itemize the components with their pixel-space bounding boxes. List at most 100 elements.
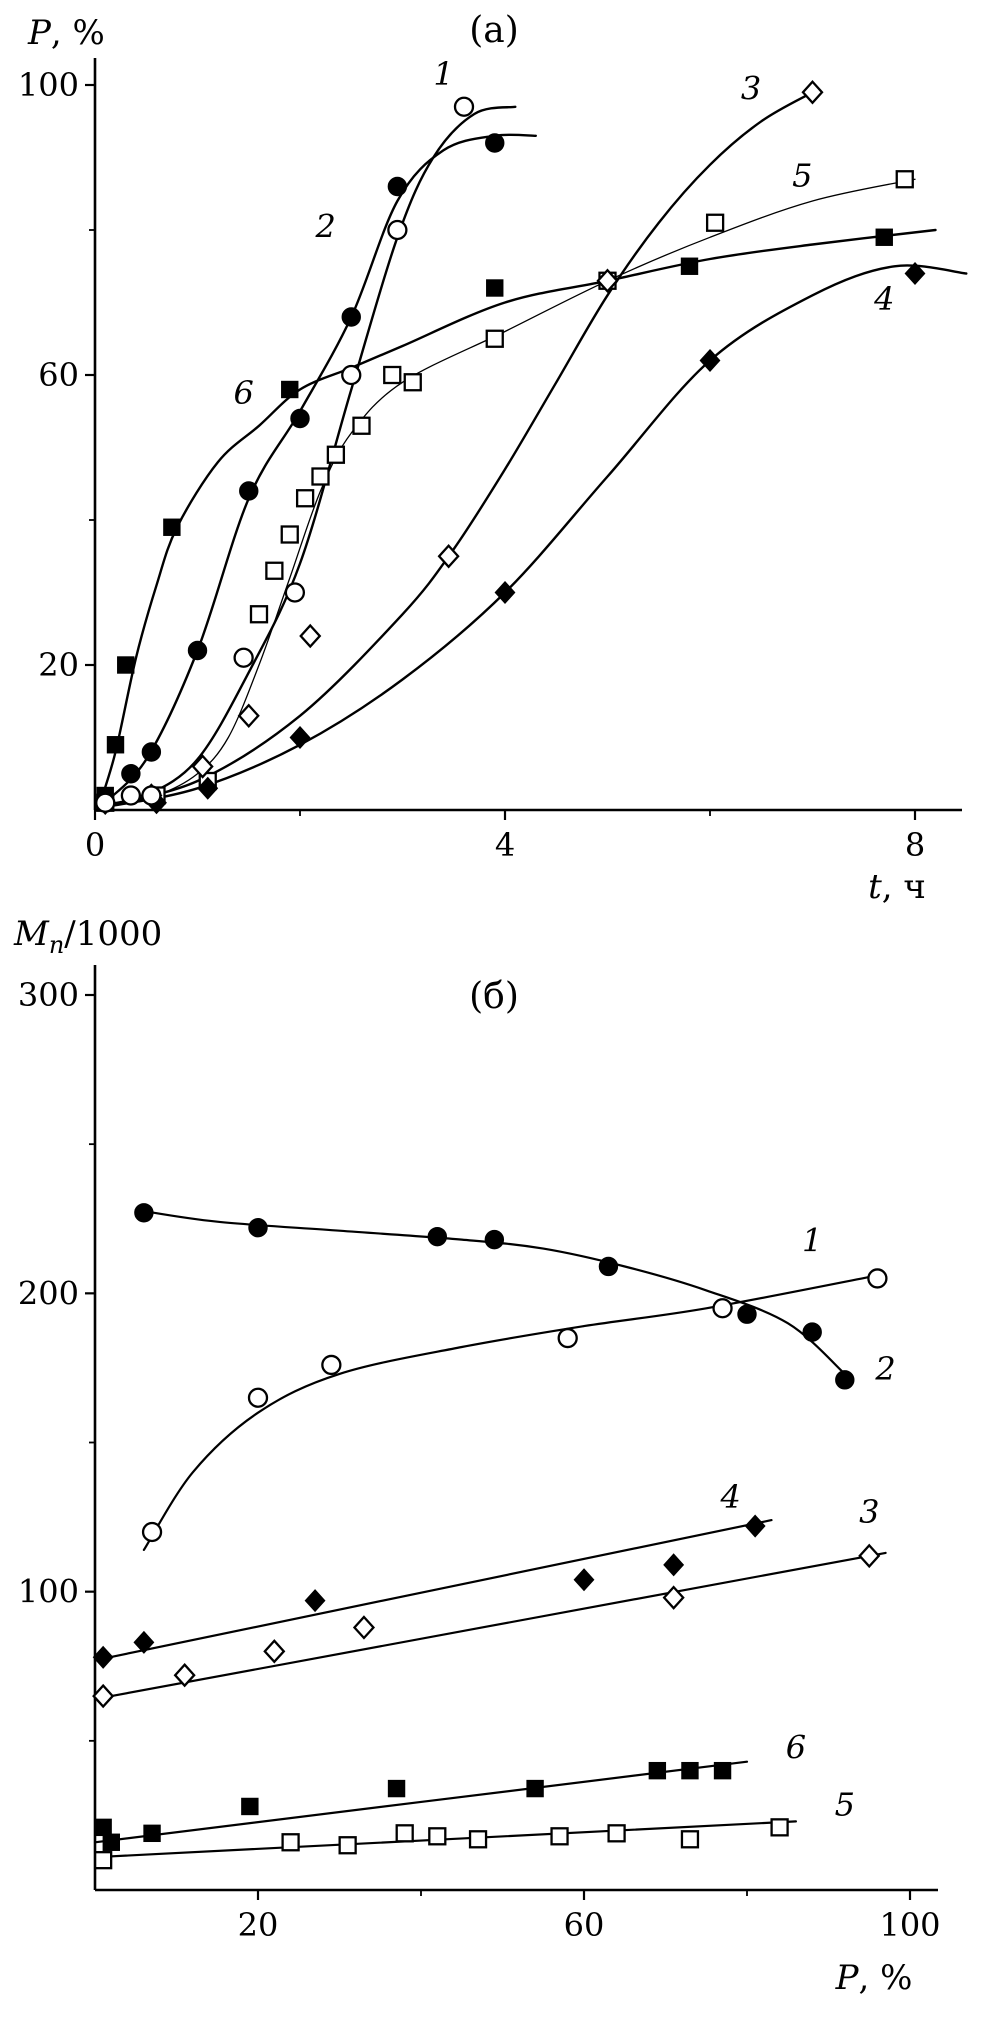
square-filled-marker — [648, 1761, 667, 1780]
series-1-label: 1 — [802, 1222, 822, 1260]
diamond-filled-marker — [699, 348, 721, 373]
y-tick-label: 200 — [18, 1274, 79, 1312]
series-2-curve — [98, 133, 537, 808]
y-tick-label: 300 — [18, 976, 79, 1014]
circle-filled-marker — [121, 764, 141, 784]
series-6-label: 6 — [233, 374, 253, 412]
circle-filled-marker — [835, 1370, 855, 1390]
series-2-label: 2 — [314, 207, 335, 245]
series-6-markers — [94, 1761, 732, 1851]
chart-b: 20 60 100 100 200 300 Mn/1000 P, % 1 2 3 4 56 — [13, 914, 941, 1998]
diamond-filled-marker — [133, 1630, 155, 1654]
x-tick-label: 0 — [85, 826, 105, 864]
x-tick-label: 20 — [238, 1906, 279, 1944]
diamond-filled-marker — [197, 776, 219, 800]
diamond-filled-marker — [663, 1553, 685, 1577]
square-open-marker — [607, 1824, 626, 1843]
circle-filled-marker — [134, 1203, 154, 1223]
square-open-marker — [295, 489, 315, 508]
series-4-markers — [92, 1514, 766, 1669]
circle-filled-marker — [802, 1322, 822, 1342]
diamond-open-marker — [263, 1639, 286, 1664]
chart-a: 0 4 8 20 60 100 P, % t, ч 1 2 3 4 5 6 — [18, 13, 968, 905]
x-tick-label: 60 — [564, 1906, 605, 1944]
square-open-marker — [94, 1851, 113, 1870]
series-3-label: 3 — [859, 1493, 879, 1531]
series-3-curve — [93, 1551, 887, 1701]
square-filled-marker — [281, 380, 299, 399]
circle-filled-marker — [248, 1218, 268, 1238]
circle-open-marker — [120, 785, 142, 806]
square-filled-marker — [387, 1779, 406, 1798]
square-open-marker — [395, 1824, 414, 1843]
diamond-open-marker — [437, 544, 460, 569]
series-3-markers — [92, 1543, 881, 1709]
series-3-markers — [94, 80, 824, 815]
series-1-markers — [141, 1268, 888, 1543]
square-filled-marker — [486, 279, 504, 297]
square-open-marker — [895, 170, 914, 189]
circle-filled-marker — [341, 307, 361, 327]
square-open-marker — [468, 1830, 488, 1849]
square-open-marker — [428, 1827, 447, 1846]
series-2-markers — [95, 133, 505, 813]
square-filled-marker — [713, 1761, 732, 1780]
square-open-marker — [265, 561, 284, 580]
series-2-label: 2 — [874, 1350, 895, 1388]
square-open-marker — [485, 329, 504, 348]
circle-open-marker — [453, 96, 475, 117]
circle-open-marker — [141, 1521, 163, 1543]
series-4-markers — [94, 261, 926, 815]
series-5-label: 5 — [792, 157, 812, 195]
y-tick-label: 100 — [18, 66, 79, 104]
circle-filled-marker — [485, 133, 505, 153]
square-filled-marker — [102, 1833, 121, 1851]
square-open-marker — [249, 605, 269, 624]
x-tick-label: 8 — [905, 826, 925, 864]
circle-open-marker — [284, 582, 306, 603]
y-axis-title: Mn/1000 — [13, 914, 162, 959]
y-tick-label: 100 — [18, 1573, 79, 1611]
diamond-filled-marker — [744, 1514, 766, 1538]
circle-filled-marker — [290, 408, 310, 429]
square-open-marker — [352, 416, 371, 435]
series-3-label: 3 — [741, 70, 761, 108]
x-axis-title: t, ч — [868, 867, 926, 905]
diamond-open-marker — [191, 754, 214, 779]
circle-open-marker — [557, 1327, 578, 1349]
diamond-open-marker — [801, 80, 824, 105]
square-open-marker — [705, 213, 725, 232]
diamond-filled-marker — [304, 1589, 326, 1613]
series-5-markers — [94, 1818, 789, 1870]
square-open-marker — [280, 525, 299, 544]
diamond-filled-marker — [904, 261, 926, 286]
diamond-filled-marker — [494, 580, 516, 605]
circle-open-marker — [247, 1387, 269, 1408]
y-axis-title: P, % — [27, 13, 105, 53]
series-6-curve — [98, 228, 937, 804]
series-1-curve — [142, 1274, 879, 1551]
series-5-label: 5 — [835, 1785, 855, 1823]
series-1-label: 1 — [433, 55, 453, 93]
diamond-open-marker — [858, 1543, 881, 1569]
diamond-open-marker — [92, 1683, 115, 1709]
square-open-marker — [383, 365, 402, 385]
series-2-markers — [134, 1203, 855, 1390]
x-tick-label: 4 — [495, 826, 515, 864]
circle-filled-marker — [598, 1256, 619, 1277]
circle-open-marker — [712, 1298, 733, 1319]
square-open-marker — [550, 1827, 569, 1846]
square-filled-marker — [94, 1818, 112, 1837]
diamond-filled-marker — [289, 725, 311, 750]
circle-filled-marker — [239, 481, 259, 501]
x-tick-label: 100 — [879, 1906, 940, 1944]
y-tick-label: 20 — [38, 646, 79, 684]
square-open-marker — [326, 445, 346, 464]
circle-filled-marker — [427, 1226, 447, 1247]
series-4-label: 4 — [873, 280, 894, 318]
circle-filled-marker — [387, 176, 408, 197]
circle-filled-marker — [187, 640, 208, 661]
circle-open-marker — [387, 219, 408, 241]
square-filled-marker — [681, 1761, 699, 1780]
circle-filled-marker — [141, 742, 162, 762]
